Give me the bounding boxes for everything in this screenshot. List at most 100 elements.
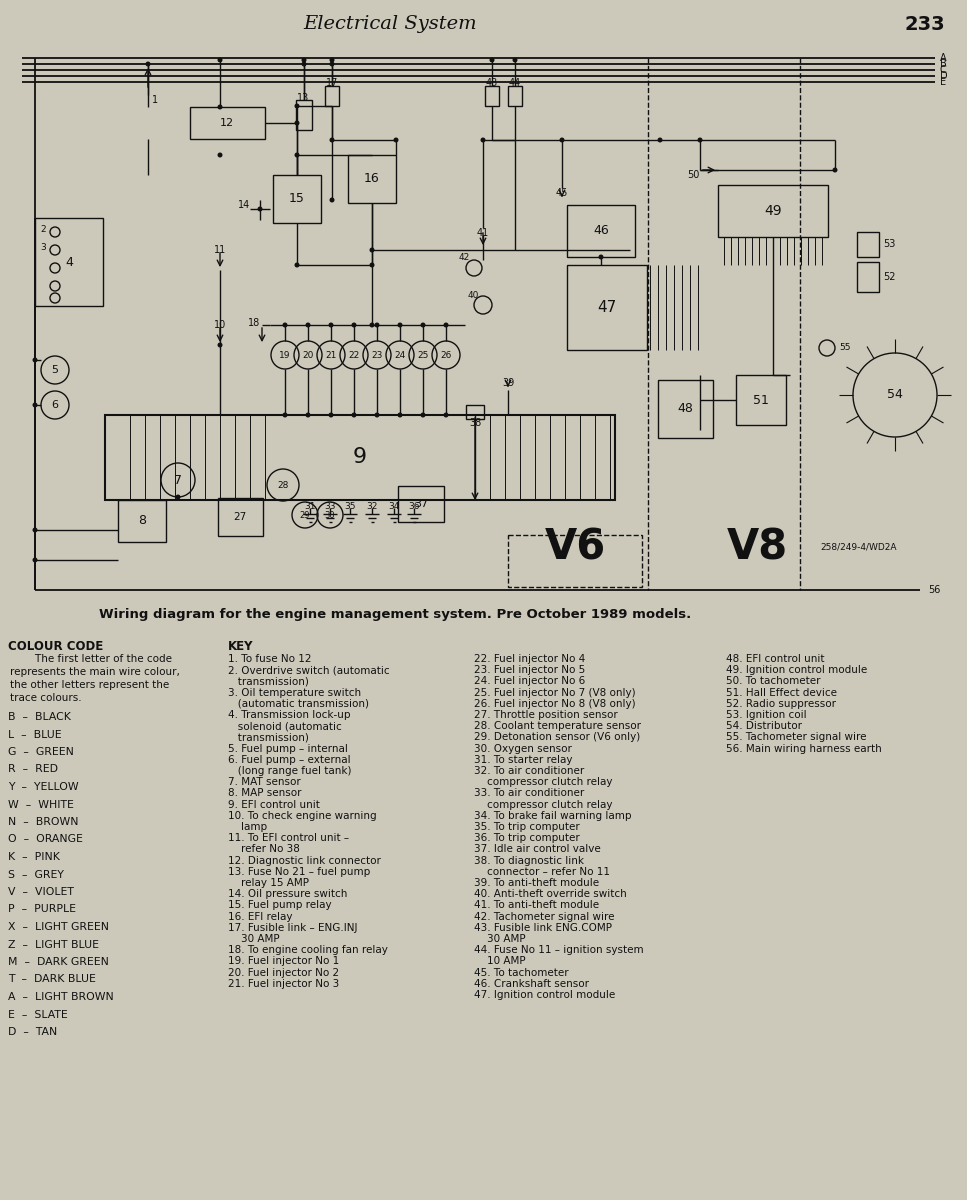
Text: 16: 16	[365, 173, 380, 186]
Text: 51: 51	[753, 394, 769, 407]
Text: A: A	[940, 53, 947, 62]
Text: 32: 32	[366, 502, 378, 511]
Circle shape	[394, 138, 398, 143]
Text: Y  –  YELLOW: Y – YELLOW	[8, 782, 78, 792]
Text: 54: 54	[887, 389, 903, 402]
Text: 9. EFI control unit: 9. EFI control unit	[228, 799, 320, 810]
Bar	[508, 86, 522, 106]
Text: represents the main wire colour,: represents the main wire colour,	[10, 667, 180, 677]
Bar	[857, 262, 879, 292]
Circle shape	[295, 152, 300, 157]
Bar	[398, 486, 444, 522]
Text: 36: 36	[408, 502, 420, 511]
Text: 1. To fuse No 12: 1. To fuse No 12	[228, 654, 311, 664]
Text: 258/249-4/WD2A: 258/249-4/WD2A	[820, 542, 896, 551]
Circle shape	[369, 263, 374, 268]
Circle shape	[351, 323, 357, 328]
Circle shape	[513, 58, 517, 62]
Text: compressor clutch relay: compressor clutch relay	[474, 778, 612, 787]
Text: 46. Crankshaft sensor: 46. Crankshaft sensor	[474, 979, 589, 989]
Text: 23: 23	[371, 350, 383, 360]
Text: 23. Fuel injector No 5: 23. Fuel injector No 5	[474, 665, 585, 676]
Text: 24. Fuel injector No 6: 24. Fuel injector No 6	[474, 677, 585, 686]
Text: 30 AMP: 30 AMP	[474, 934, 526, 944]
Circle shape	[489, 58, 494, 62]
Text: 11: 11	[214, 245, 226, 254]
Text: V6: V6	[544, 527, 605, 569]
Bar	[508, 535, 642, 587]
Text: 29. Detonation sensor (V6 only): 29. Detonation sensor (V6 only)	[474, 732, 640, 743]
Text: 5: 5	[51, 365, 58, 374]
Text: B: B	[940, 59, 947, 68]
Circle shape	[697, 138, 702, 143]
Text: 22. Fuel injector No 4: 22. Fuel injector No 4	[474, 654, 585, 664]
Circle shape	[833, 168, 837, 173]
Text: 19: 19	[279, 350, 291, 360]
Text: 28. Coolant temperature sensor: 28. Coolant temperature sensor	[474, 721, 641, 731]
Text: G  –  GREEN: G – GREEN	[8, 746, 73, 757]
Text: 48: 48	[677, 402, 693, 415]
Bar	[118, 500, 166, 542]
Text: 5. Fuel pump – internal: 5. Fuel pump – internal	[228, 744, 348, 754]
Circle shape	[560, 138, 565, 143]
Circle shape	[282, 413, 287, 418]
Bar	[296, 100, 312, 130]
Text: 55. Tachometer signal wire: 55. Tachometer signal wire	[726, 732, 866, 743]
Text: 42: 42	[458, 253, 470, 263]
Circle shape	[145, 61, 151, 66]
Circle shape	[369, 323, 374, 328]
Text: 28: 28	[278, 480, 289, 490]
Text: 14: 14	[238, 200, 250, 210]
Text: E  –  SLATE: E – SLATE	[8, 1009, 68, 1020]
Text: L  –  BLUE: L – BLUE	[8, 730, 62, 739]
Text: 6. Fuel pump – external: 6. Fuel pump – external	[228, 755, 351, 764]
Text: lamp: lamp	[228, 822, 267, 832]
Text: 41. To anti-theft module: 41. To anti-theft module	[474, 900, 600, 911]
Text: 30: 30	[325, 510, 336, 520]
Circle shape	[218, 58, 222, 62]
Circle shape	[374, 323, 379, 328]
Text: 11. To EFI control unit –: 11. To EFI control unit –	[228, 833, 349, 844]
Text: 43: 43	[485, 78, 498, 88]
Text: 1: 1	[152, 95, 159, 104]
Circle shape	[306, 413, 310, 418]
Bar	[567, 205, 635, 257]
Text: 38: 38	[469, 418, 482, 428]
Text: 37. Idle air control valve: 37. Idle air control valve	[474, 845, 601, 854]
Text: K  –  PINK: K – PINK	[8, 852, 60, 862]
Text: refer No 38: refer No 38	[228, 845, 300, 854]
Circle shape	[295, 103, 300, 108]
Text: 10: 10	[214, 320, 226, 330]
Text: 15: 15	[289, 192, 305, 205]
Circle shape	[33, 558, 38, 563]
Text: 29: 29	[300, 510, 310, 520]
Text: 22: 22	[348, 350, 360, 360]
Text: (automatic transmission): (automatic transmission)	[228, 698, 369, 709]
Text: 2: 2	[40, 226, 45, 234]
Text: (long range fuel tank): (long range fuel tank)	[228, 766, 351, 776]
Circle shape	[444, 323, 449, 328]
Bar	[273, 175, 321, 223]
Bar	[190, 107, 265, 139]
Text: connector – refer No 11: connector – refer No 11	[474, 866, 610, 877]
Text: transmission): transmission)	[228, 677, 308, 686]
Text: 25: 25	[418, 350, 428, 360]
Bar	[218, 498, 263, 536]
Text: compressor clutch relay: compressor clutch relay	[474, 799, 612, 810]
Text: 7: 7	[174, 474, 182, 486]
Text: 26: 26	[440, 350, 452, 360]
Text: 3. Oil temperature switch: 3. Oil temperature switch	[228, 688, 361, 697]
Text: 43. Fusible link ENG.COMP: 43. Fusible link ENG.COMP	[474, 923, 612, 932]
Text: 8. MAP sensor: 8. MAP sensor	[228, 788, 302, 798]
Text: C: C	[940, 65, 947, 74]
Text: T  –  DARK BLUE: T – DARK BLUE	[8, 974, 96, 984]
Text: 35. To trip computer: 35. To trip computer	[474, 822, 580, 832]
Text: 38. To diagnostic link: 38. To diagnostic link	[474, 856, 584, 865]
Circle shape	[306, 323, 310, 328]
Text: 34: 34	[389, 502, 399, 511]
Text: 12: 12	[220, 118, 234, 128]
Text: N  –  BROWN: N – BROWN	[8, 817, 78, 827]
Circle shape	[282, 323, 287, 328]
Text: 6: 6	[51, 400, 58, 410]
Text: 26. Fuel injector No 8 (V8 only): 26. Fuel injector No 8 (V8 only)	[474, 698, 635, 709]
